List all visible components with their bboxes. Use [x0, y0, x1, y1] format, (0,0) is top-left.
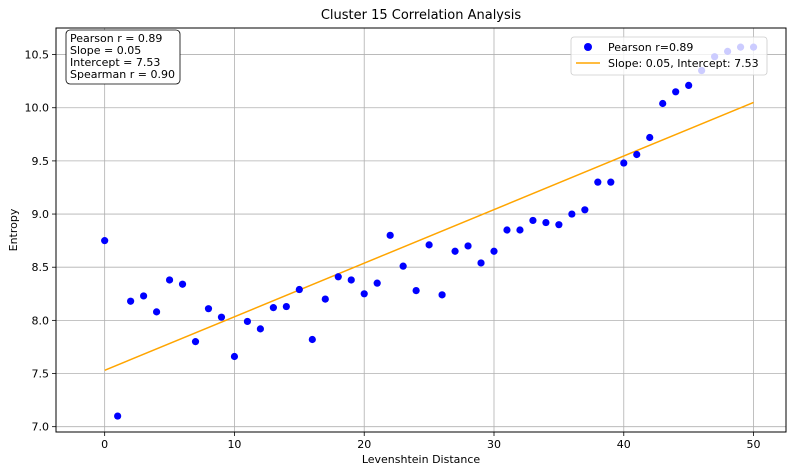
scatter-point — [529, 216, 537, 225]
y-axis-ticks: 7.0 7.5 8.0 8.5 9.0 9.5 10.0 10.5 — [25, 49, 56, 434]
scatter-point — [399, 262, 407, 270]
scatter-point — [140, 292, 148, 300]
scatter-point — [685, 81, 693, 90]
scatter-point — [101, 237, 109, 245]
y-tick-label: 8.0 — [32, 314, 50, 327]
scatter-point — [243, 317, 252, 326]
scatter-point — [425, 241, 433, 249]
scatter-point — [607, 178, 615, 186]
legend-scatter-label: Pearson r=0.89 — [608, 41, 693, 54]
stats-pearson: Pearson r = 0.89 — [70, 32, 162, 45]
x-tick-label: 50 — [747, 438, 761, 451]
scatter-point — [204, 305, 213, 313]
scatter-point — [646, 133, 654, 142]
scatter-point — [620, 159, 628, 167]
scatter-point — [191, 338, 200, 346]
chart-title: Cluster 15 Correlation Analysis — [321, 8, 522, 23]
scatter-point — [594, 178, 602, 186]
scatter-point — [308, 335, 316, 344]
scatter-point — [412, 287, 420, 295]
x-tick-label: 40 — [617, 438, 631, 451]
stats-box-frame — [65, 29, 181, 85]
scatter-point — [256, 325, 264, 333]
scatter-point — [490, 247, 498, 255]
y-tick-label: 9.5 — [32, 155, 50, 168]
stats-box: Pearson r = 0.89 Slope = 0.05 Intercept … — [65, 29, 181, 85]
scatter-point — [568, 210, 576, 218]
y-tick-label: 10.5 — [25, 49, 50, 62]
scatter-point — [127, 297, 135, 305]
scatter-point — [373, 279, 381, 287]
x-tick-label: 10 — [227, 438, 241, 451]
y-axis-label: Entropy — [7, 208, 20, 251]
scatter-point — [178, 280, 187, 288]
scatter-point — [347, 276, 355, 284]
scatter-point — [321, 295, 329, 303]
scatter-point — [334, 273, 342, 281]
scatter-point — [217, 313, 226, 321]
scatter-point — [516, 226, 524, 234]
legend-line-label: Slope: 0.05, Intercept: 7.53 — [608, 57, 759, 70]
stats-slope: Slope = 0.05 — [70, 44, 141, 57]
y-tick-label: 8.5 — [32, 261, 50, 274]
scatter-point — [360, 290, 368, 298]
scatter-point — [269, 304, 277, 312]
scatter-point — [555, 221, 563, 229]
x-tick-label: 0 — [101, 438, 108, 451]
y-tick-label: 10.0 — [25, 102, 50, 115]
scatter-point — [672, 88, 680, 96]
scatter-point — [152, 308, 161, 316]
scatter-point — [114, 412, 122, 420]
scatter-point — [295, 285, 303, 294]
scatter-point — [581, 206, 589, 214]
scatter-point — [633, 150, 641, 159]
scatter-point — [542, 218, 550, 227]
scatter-point — [659, 99, 667, 108]
stats-spearman: Spearman r = 0.90 — [70, 68, 175, 81]
scatter-point — [230, 352, 239, 361]
legend-frame — [570, 36, 768, 76]
regression-line — [104, 101, 754, 372]
scatter-point — [386, 231, 394, 239]
x-axis-label: Levenshtein Distance — [362, 453, 481, 466]
y-tick-label: 9.0 — [32, 208, 50, 221]
scatter-point — [438, 291, 446, 299]
scatter-points — [101, 43, 758, 420]
scatter-point — [282, 302, 290, 311]
x-tick-label: 20 — [357, 438, 371, 451]
plot-frame — [55, 27, 787, 433]
scatter-point — [477, 259, 485, 267]
legend-scatter-marker — [584, 43, 592, 51]
y-tick-label: 7.5 — [32, 368, 50, 381]
stats-intercept: Intercept = 7.53 — [70, 56, 160, 69]
x-axis-ticks: 0 10 20 30 40 50 — [101, 432, 761, 451]
scatter-point — [451, 247, 459, 255]
scatter-point — [503, 226, 511, 234]
legend: Pearson r=0.89 Slope: 0.05, Intercept: 7… — [570, 36, 768, 76]
x-tick-label: 30 — [487, 438, 501, 451]
scatter-point — [464, 242, 472, 250]
scatter-point — [165, 276, 174, 284]
y-tick-label: 7.0 — [32, 421, 50, 434]
regression-line-group — [104, 101, 754, 372]
